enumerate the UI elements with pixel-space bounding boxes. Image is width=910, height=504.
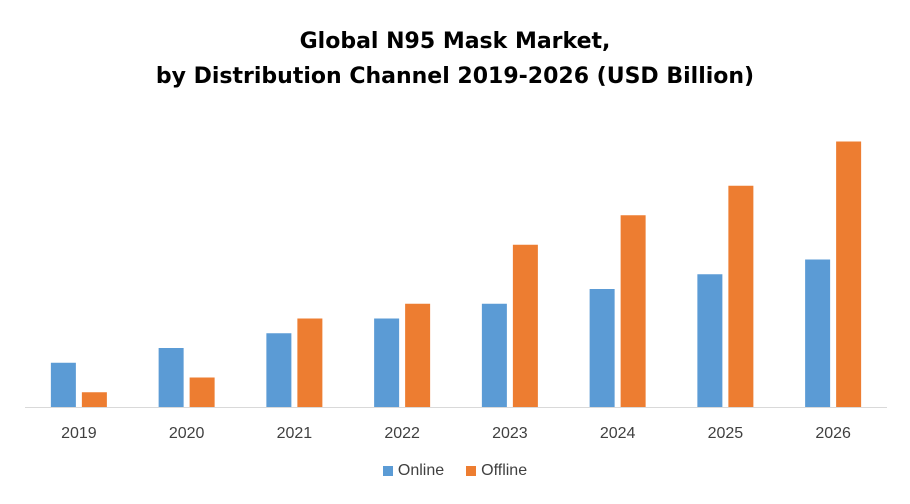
legend-item-offline: Offline [466,462,527,480]
bar-online-2022 [374,318,400,407]
x-tick-label: 2022 [384,425,420,442]
bar-online-2020 [158,348,184,407]
x-tick-label: 2025 [708,425,744,442]
legend-label-online: Online [397,462,445,479]
chart-subtitle: by Distribution Channel 2019-2026 (USD B… [155,64,755,89]
bar-offline-2019 [81,392,107,407]
bar-online-2019 [50,362,76,407]
legend-item-online: Online [382,462,445,480]
x-tick-label: 2021 [277,425,313,442]
legend-swatch-offline [466,466,477,476]
legend: Online Offline [0,462,910,480]
bar-online-2023 [481,303,507,407]
x-tick-label: 2019 [61,425,97,442]
legend-swatch-online [382,466,393,476]
bar-online-2021 [266,333,292,407]
chart-title: Global N95 Mask Market, [299,29,611,54]
legend-label-offline: Offline [481,462,528,479]
bar-online-2026 [805,259,831,407]
bar-offline-2020 [189,377,215,407]
bar-online-2024 [589,289,615,407]
x-tick-label: 2026 [815,425,851,442]
bar-offline-2024 [620,215,646,407]
bar-offline-2026 [836,141,862,407]
bar-offline-2022 [405,303,431,407]
bar-offline-2025 [728,185,754,407]
x-tick-label: 2020 [169,425,205,442]
bar-offline-2021 [297,318,323,407]
bar-online-2025 [697,274,723,407]
x-tick-label: 2023 [492,425,528,442]
x-tick-label: 2024 [600,425,636,442]
bar-offline-2023 [512,244,538,407]
